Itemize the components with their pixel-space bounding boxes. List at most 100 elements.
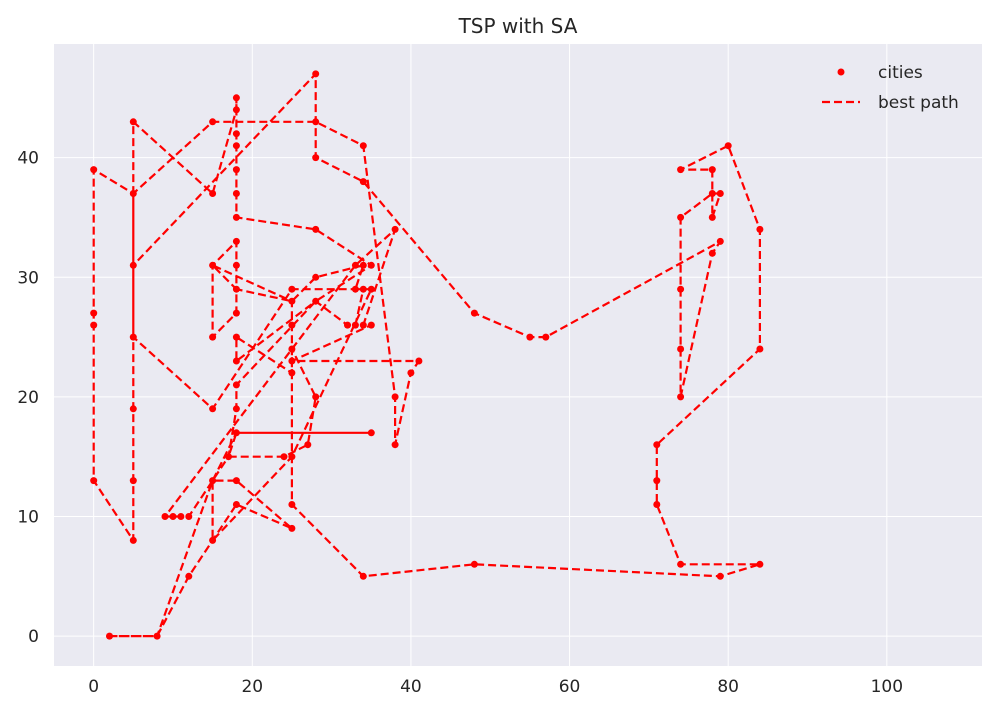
city-point xyxy=(470,560,478,568)
city-point xyxy=(232,501,240,508)
x-tick-label: 100 xyxy=(871,677,903,697)
city-point xyxy=(90,166,98,174)
city-point xyxy=(367,261,375,269)
city-point xyxy=(312,154,320,162)
city-point xyxy=(177,513,185,520)
city-point xyxy=(209,261,217,269)
city-point xyxy=(209,118,217,126)
city-point xyxy=(232,357,240,365)
best-path-line xyxy=(92,72,761,638)
city-point xyxy=(288,285,296,293)
legend: cities best path xyxy=(822,63,959,113)
city-point xyxy=(232,94,240,102)
city-point xyxy=(161,513,169,520)
city-point xyxy=(106,632,113,640)
grid xyxy=(54,44,982,666)
city-point xyxy=(209,536,217,544)
city-point xyxy=(185,572,193,580)
y-tick-label: 0 xyxy=(28,627,39,647)
plot-background xyxy=(54,44,982,666)
city-point xyxy=(232,261,240,269)
city-point xyxy=(526,333,534,341)
city-point xyxy=(359,261,367,269)
city-point xyxy=(129,405,137,413)
city-point xyxy=(716,237,724,245)
city-point xyxy=(312,273,320,281)
city-point xyxy=(351,285,359,293)
city-point xyxy=(708,249,716,257)
city-point xyxy=(351,261,359,269)
city-point xyxy=(185,513,193,520)
x-tick-label: 40 xyxy=(400,677,422,697)
city-point xyxy=(232,213,240,221)
city-point xyxy=(677,345,685,353)
city-point xyxy=(708,213,716,221)
city-point xyxy=(708,166,716,174)
city-point xyxy=(232,309,240,317)
city-point xyxy=(288,453,296,461)
y-tick-labels: 0 10 20 30 40 xyxy=(17,149,39,647)
city-point xyxy=(129,536,137,544)
city-point xyxy=(288,345,296,353)
city-point xyxy=(153,632,161,640)
city-point xyxy=(677,560,685,568)
city-point xyxy=(129,118,137,126)
city-point xyxy=(90,477,98,485)
city-point xyxy=(653,477,661,485)
city-point xyxy=(415,357,423,365)
city-point xyxy=(232,333,240,341)
city-point xyxy=(169,513,177,520)
city-point xyxy=(756,560,764,568)
city-point xyxy=(232,106,240,114)
city-point xyxy=(391,441,399,449)
city-point xyxy=(288,369,296,377)
city-point xyxy=(209,333,217,341)
city-point xyxy=(232,130,240,138)
city-point xyxy=(232,142,240,150)
city-point xyxy=(232,285,240,293)
city-point xyxy=(470,309,478,317)
city-point xyxy=(90,321,98,329)
chart-title: TSP with SA xyxy=(458,14,578,38)
city-point xyxy=(653,441,661,449)
city-point xyxy=(288,501,296,508)
city-point xyxy=(232,405,240,413)
city-point xyxy=(312,225,320,233)
city-point xyxy=(288,357,296,365)
x-tick-label: 80 xyxy=(717,677,739,697)
x-tick-label: 20 xyxy=(241,677,263,697)
city-point xyxy=(677,213,685,221)
city-point xyxy=(312,297,320,305)
x-tick-labels: 0 20 40 60 80 100 xyxy=(88,677,903,697)
city-point xyxy=(359,142,367,150)
legend-best-path-label: best path xyxy=(878,93,959,113)
city-point xyxy=(407,369,415,377)
city-point xyxy=(288,524,296,532)
city-point xyxy=(129,333,137,341)
city-point xyxy=(344,321,351,329)
city-point xyxy=(280,453,288,461)
city-point xyxy=(391,393,399,401)
city-point xyxy=(677,166,685,174)
city-point xyxy=(232,190,240,197)
city-point xyxy=(677,393,685,401)
city-point xyxy=(129,261,137,269)
city-point xyxy=(391,225,399,233)
city-point xyxy=(359,285,367,293)
city-point xyxy=(312,393,320,401)
city-point xyxy=(716,190,724,197)
y-tick-label: 40 xyxy=(17,149,39,169)
city-point xyxy=(312,118,320,126)
city-point xyxy=(304,441,312,449)
city-point xyxy=(756,345,764,353)
city-point xyxy=(359,572,367,580)
y-tick-label: 30 xyxy=(17,268,39,288)
city-point xyxy=(232,429,240,437)
city-point xyxy=(756,225,764,233)
city-point xyxy=(359,321,367,329)
city-point xyxy=(351,321,359,329)
city-point xyxy=(232,237,240,245)
legend-cities-label: cities xyxy=(878,63,923,83)
city-point xyxy=(288,321,296,329)
